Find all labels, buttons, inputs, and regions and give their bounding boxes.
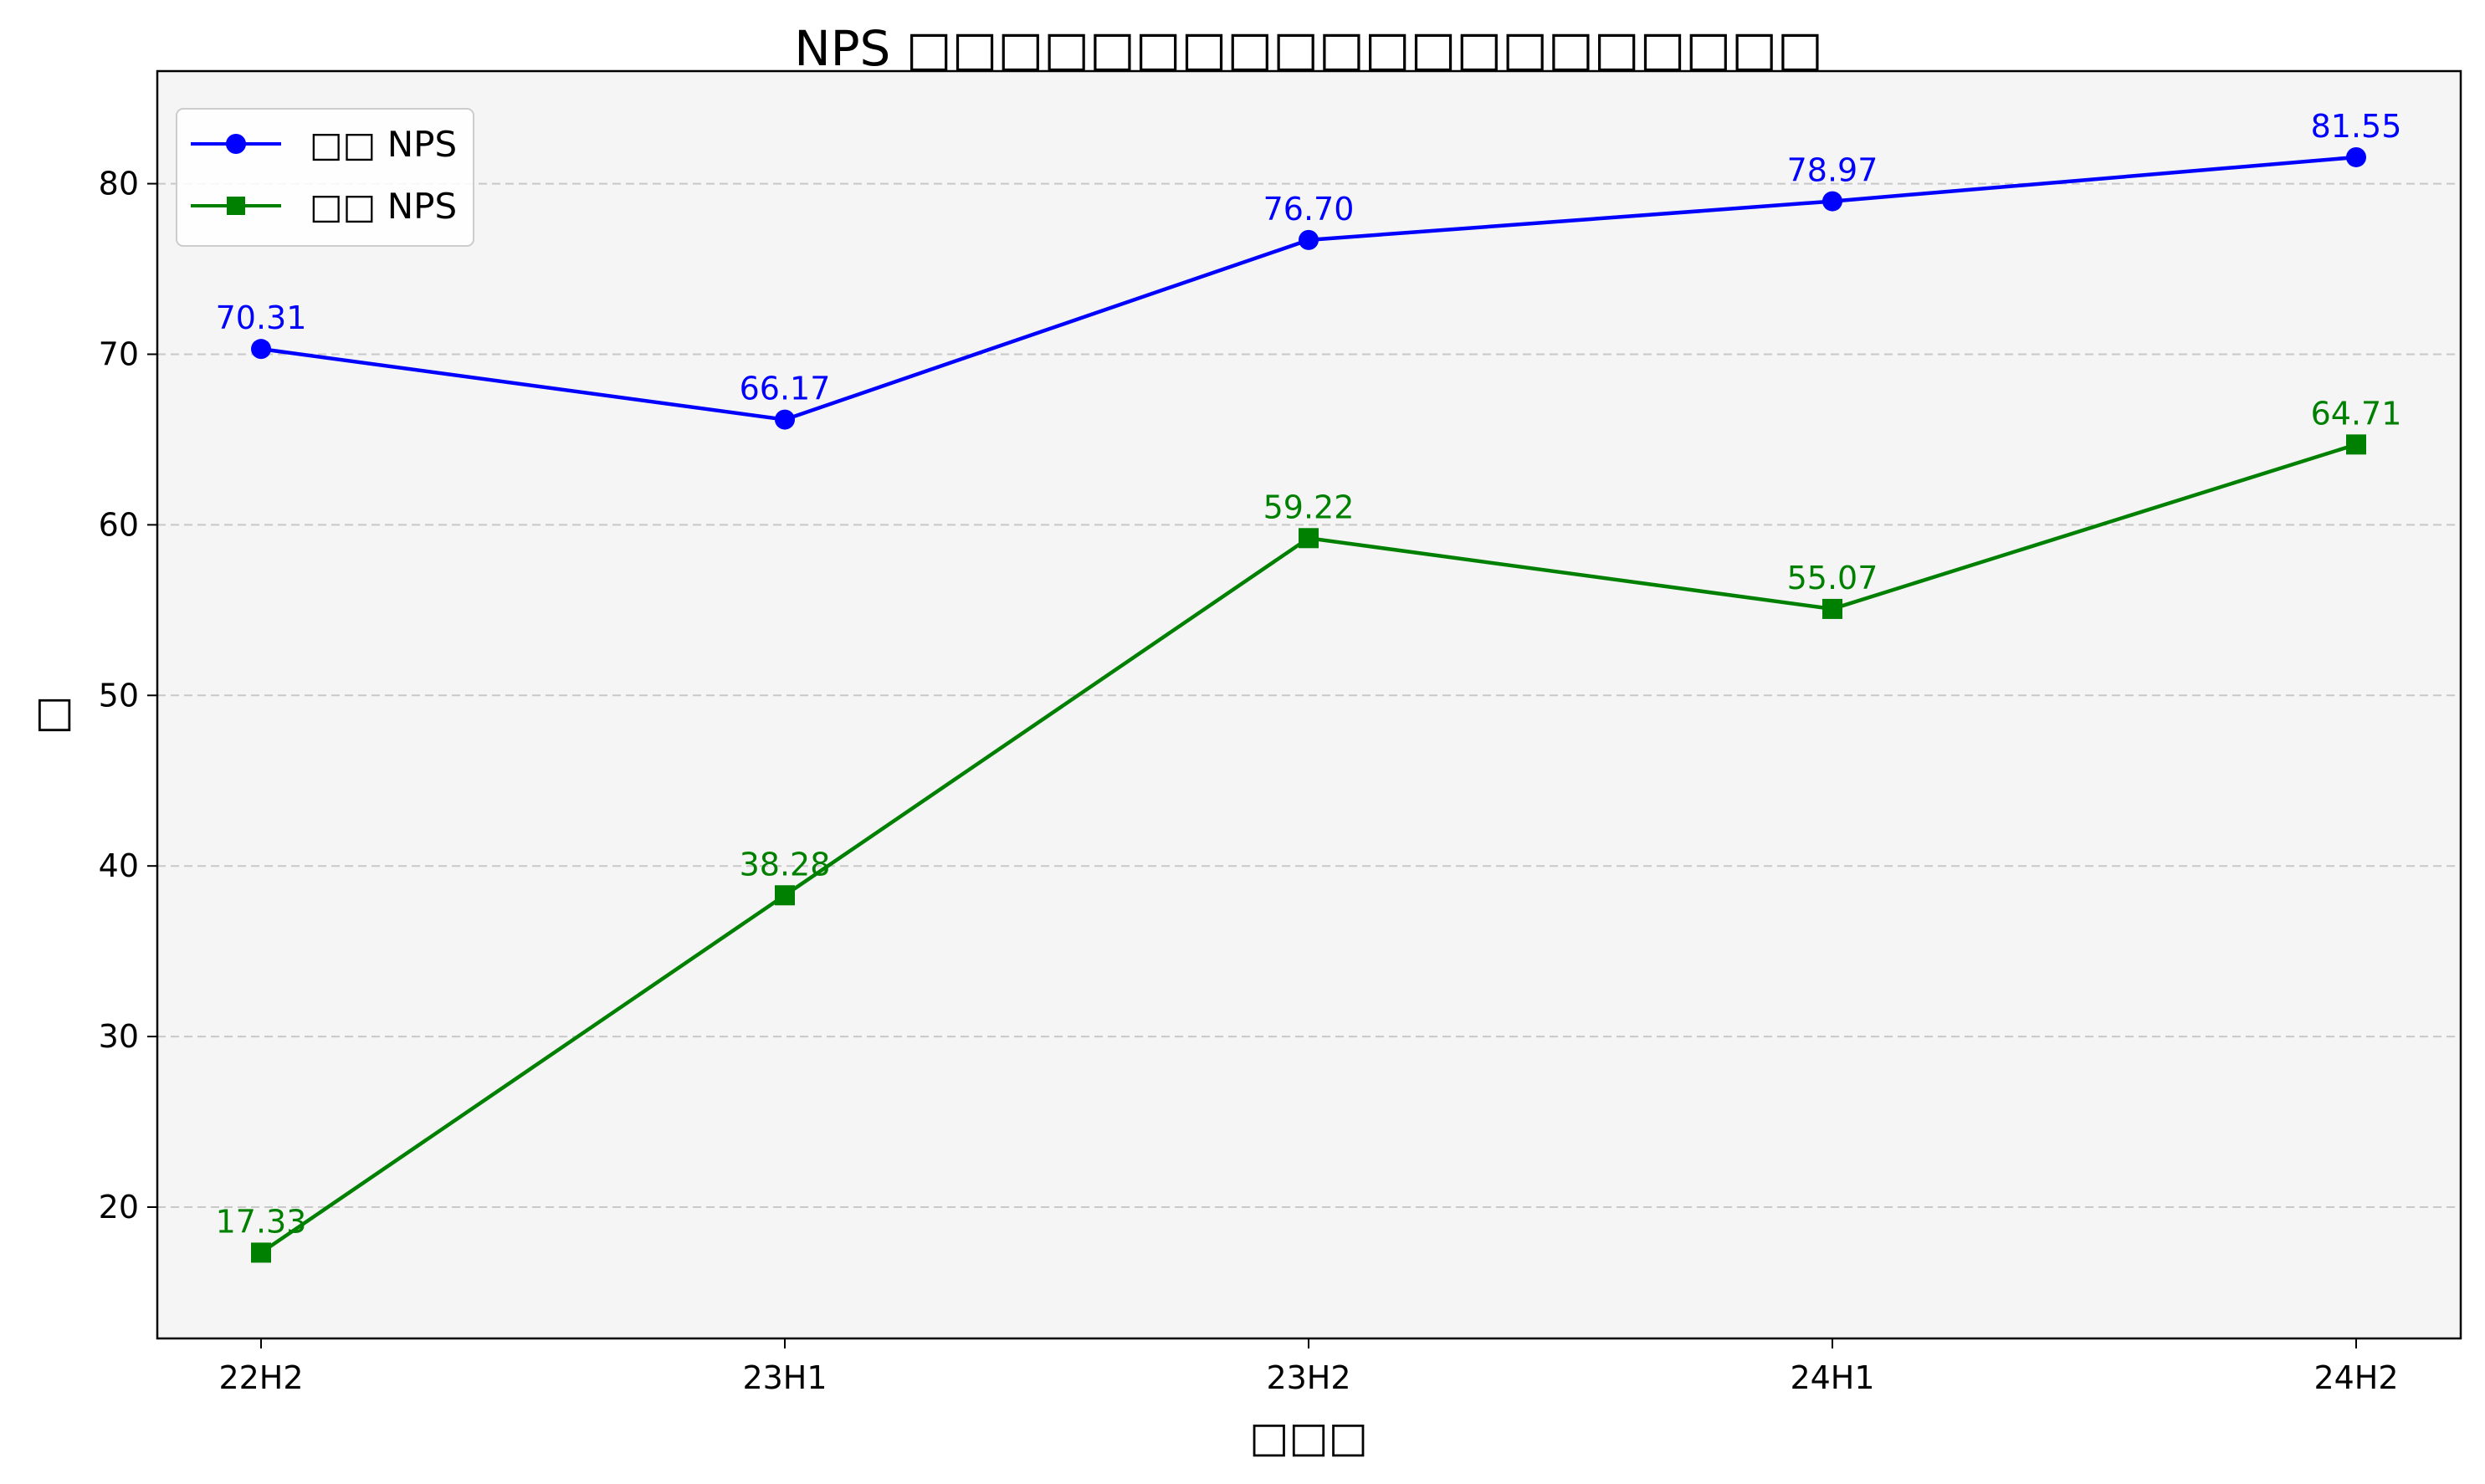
- legend-marker-a: [226, 134, 246, 154]
- plot-area: [157, 71, 2461, 1338]
- data-point: [2346, 146, 2366, 167]
- x-tick-label: 24H1: [1790, 1359, 1874, 1396]
- data-point: [775, 409, 795, 430]
- data-label: 81.55: [2311, 108, 2402, 145]
- y-tick-label: 70: [99, 335, 139, 372]
- data-label: 70.31: [216, 299, 307, 336]
- series-1: 70.31 66.17 76.70 78.97 81.55: [216, 108, 2402, 430]
- legend: □□ NPS □□ NPS: [176, 108, 474, 247]
- x-tick-label: 23H2: [1266, 1359, 1350, 1396]
- x-tick-label: 22H2: [218, 1359, 303, 1396]
- x-tick-label: 23H1: [742, 1359, 827, 1396]
- data-label: 55.07: [1787, 560, 1878, 596]
- x-axis-label: □□□: [1249, 1413, 1368, 1461]
- data-label: 76.70: [1263, 191, 1355, 228]
- data-point: [1822, 598, 1842, 619]
- data-point: [2346, 434, 2366, 455]
- y-tick-label: 40: [99, 847, 139, 884]
- y-tick-label: 30: [99, 1018, 139, 1055]
- x-tick-label: 24H2: [2313, 1359, 2398, 1396]
- x-axis: 22H2 23H1 23H2 24H1 24H2: [218, 1338, 2399, 1396]
- y-tick-label: 20: [99, 1189, 139, 1226]
- y-tick-label: 80: [99, 166, 139, 202]
- data-label: 59.22: [1263, 489, 1355, 525]
- grid-lines: [157, 182, 2461, 1208]
- series-2: 17.33 38.28 59.22 55.07 64.71: [216, 395, 2402, 1263]
- y-axis: 20 30 40 50 60 70 80: [99, 166, 157, 1226]
- data-point: [251, 339, 271, 360]
- legend-marker-b: [227, 197, 245, 215]
- data-point: [1822, 191, 1842, 212]
- data-label: 64.71: [2311, 395, 2402, 432]
- data-point: [775, 885, 795, 906]
- data-label: 38.28: [740, 846, 831, 883]
- data-point: [1299, 528, 1319, 549]
- data-label: 78.97: [1787, 152, 1878, 189]
- y-axis-label: □: [27, 695, 75, 734]
- data-label: 66.17: [740, 371, 831, 407]
- legend-label-a: □□ NPS: [310, 124, 457, 165]
- chart-title: NPS □□□□□□□□□□□□□□□□□□□□: [794, 20, 1823, 77]
- data-point: [1299, 229, 1319, 250]
- y-tick-label: 60: [99, 506, 139, 543]
- series-layer: 70.31 66.17 76.70 78.97 81.55 17.33 38.28 59.22…: [216, 108, 2402, 1263]
- y-tick-label: 50: [99, 677, 139, 714]
- legend-label-b: □□ NPS: [310, 186, 457, 227]
- data-label: 17.33: [216, 1203, 307, 1240]
- data-point: [251, 1242, 271, 1263]
